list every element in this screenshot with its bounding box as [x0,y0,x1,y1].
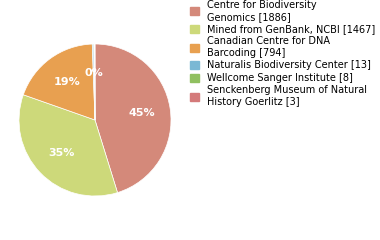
Wedge shape [94,44,95,120]
Wedge shape [23,44,95,120]
Text: 45%: 45% [128,108,155,118]
Wedge shape [92,44,95,120]
Text: 0%: 0% [84,68,103,78]
Legend: Centre for Biodiversity
Genomics [1886], Mined from GenBank, NCBI [1467], Canadi: Centre for Biodiversity Genomics [1886],… [190,0,375,107]
Text: 35%: 35% [48,148,74,158]
Text: 19%: 19% [54,77,81,87]
Wedge shape [19,95,117,196]
Wedge shape [95,44,171,192]
